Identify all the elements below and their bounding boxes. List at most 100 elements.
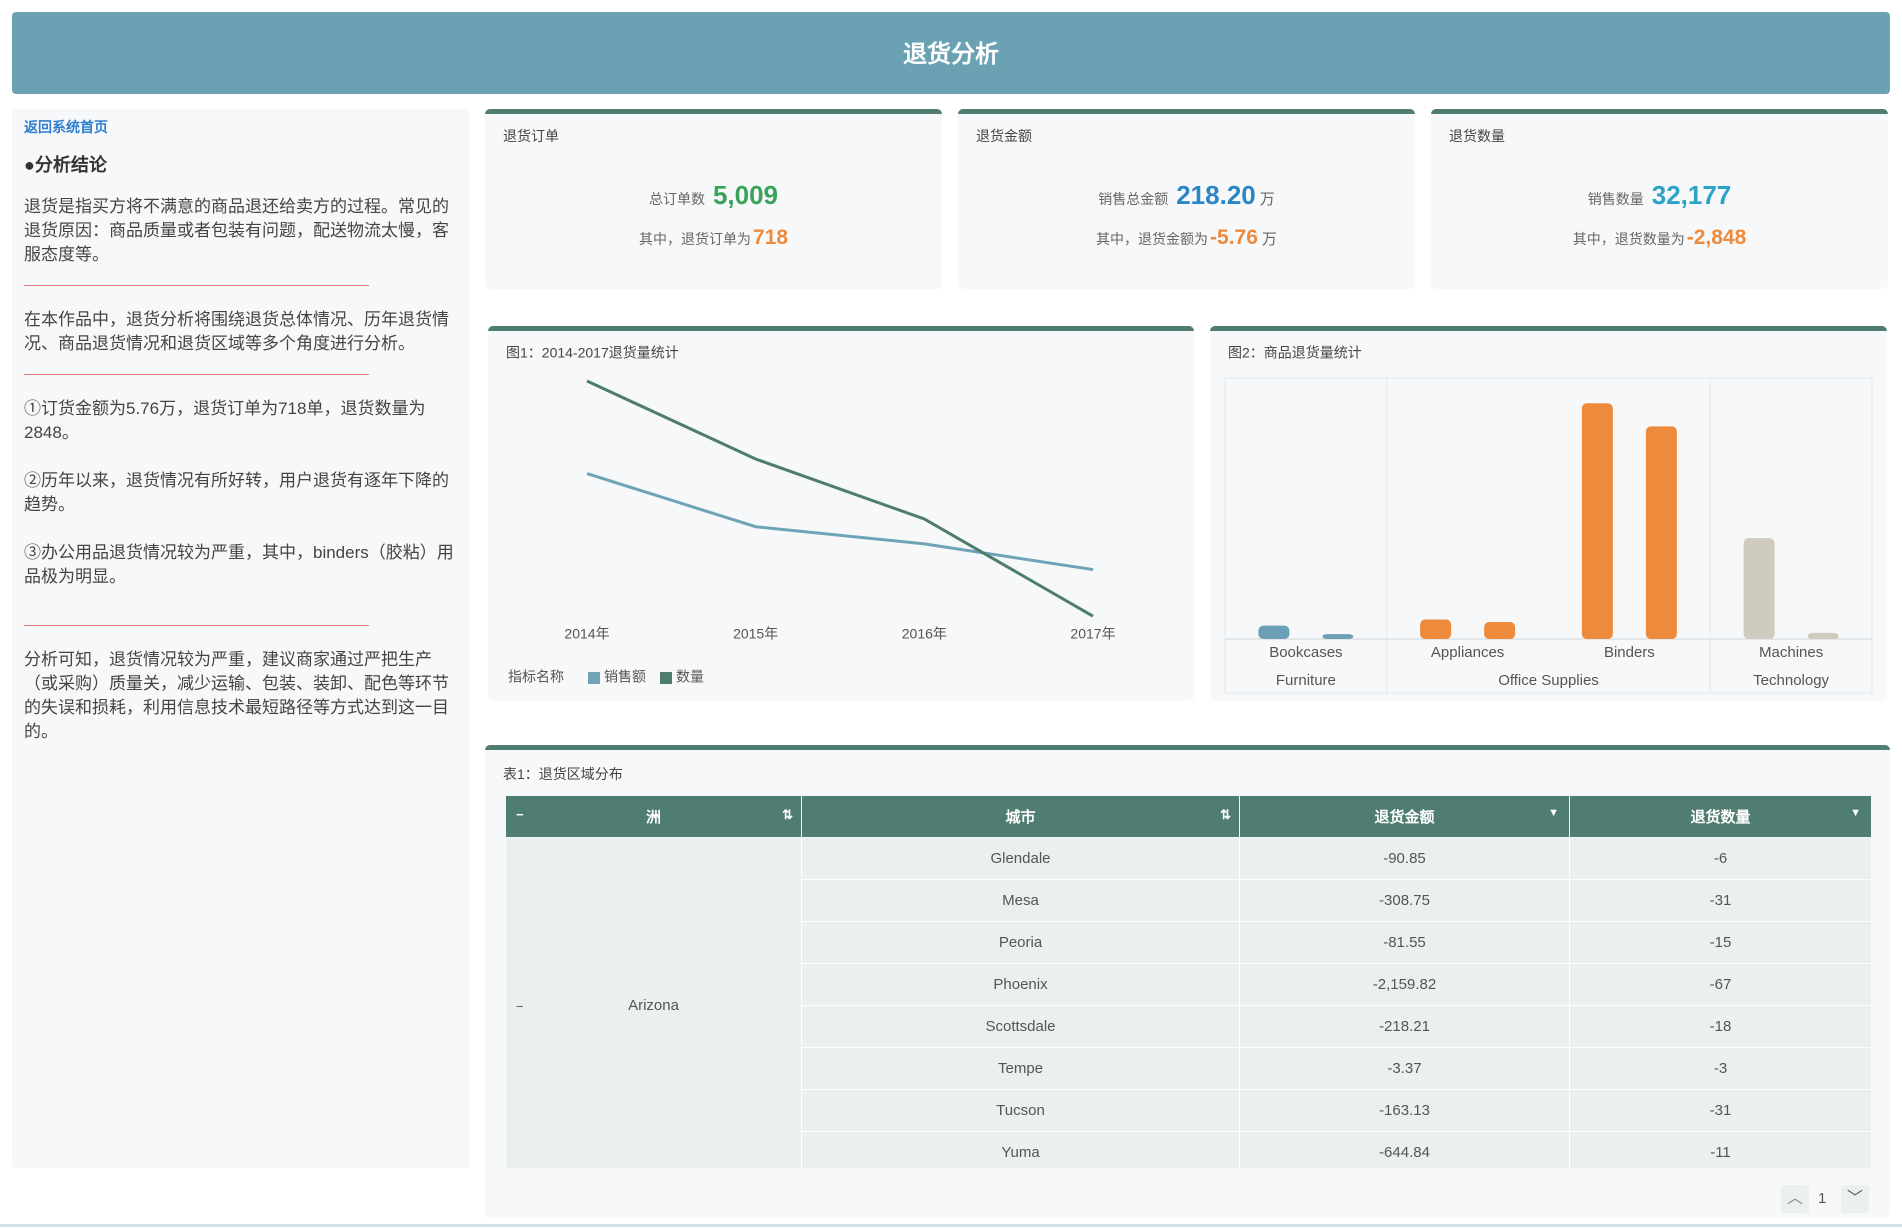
x-tick-label: 2017年 (1070, 626, 1115, 642)
sidebar: 返回系统首页 ●分析结论 退货是指买方将不满意的商品退还给卖方的过程。常见的退货… (12, 109, 470, 1168)
table-cell: -308.75 (1239, 879, 1570, 922)
plot-frame (1224, 377, 1873, 694)
table-row: Peoria -81.55 -15 (506, 921, 1871, 964)
table-cell: Glendale (801, 837, 1240, 880)
table-row: Mesa -308.75 -31 (506, 879, 1871, 922)
category-label: Appliances (1431, 644, 1504, 661)
column-header: 城市 ⇅ (801, 795, 1240, 838)
line-chart: 图1：2014-2017退货量统计 2014年 2015年 2016年 2017年指标名… (506, 345, 1116, 685)
column-header: 洲 − ⇅ (505, 795, 802, 838)
kpi-title: 退货金额 (976, 128, 1032, 144)
group-cell: − Arizona (505, 837, 802, 1168)
table-cell: -218.21 (1239, 1005, 1570, 1048)
page-number: 1 (1818, 1190, 1827, 1207)
kpi-value: 5,009 (712, 180, 779, 210)
kpi-title: 退货数量 (1449, 128, 1505, 144)
table-row: − Arizona Glendale -90.85 -6 (505, 837, 1871, 1168)
sort-icon[interactable]: ⇅ (1220, 807, 1231, 822)
table-row: Phoenix -2,159.82 -67 (506, 963, 1871, 1006)
table-cell: -18 (1569, 1005, 1871, 1048)
kpi-card: 退货数量 销售数量 32,177 其中，退货数量为-2,848 (1431, 109, 1888, 289)
kpi-card: 退货订单总订单数 5,009 其中，退货订单为718 (485, 109, 942, 289)
kpi-card: 退货金额销售总金额 218.20 万其中，退货金额为-5.76 万 (958, 109, 1415, 289)
legend-swatch (660, 672, 672, 684)
kpi-label: 销售总金额 (1098, 191, 1169, 207)
bar (1258, 625, 1290, 639)
separator (24, 625, 369, 626)
table-cell: Mesa (801, 879, 1240, 922)
table-cell: Phoenix (801, 963, 1240, 1006)
table-cell: Yuma (801, 1131, 1240, 1168)
collapse-icon[interactable]: − (516, 807, 524, 822)
table-row: Tempe -3.37 -3 (506, 1047, 1871, 1090)
legend-title: 指标名称 (508, 669, 564, 685)
group-name: Arizona (628, 997, 679, 1014)
table-cell: -67 (1569, 963, 1871, 1006)
table-cell: -6 (1569, 837, 1871, 880)
kpi-value: 218.20 (1176, 180, 1256, 210)
table: 洲 − ⇅ 城市 ⇅ 退货金额 ▼ 退货数量 ▼ − Arizona Glendale -90.85-… (505, 795, 1871, 1168)
x-tick-label: 2016年 (902, 626, 947, 642)
kpi-unit: 万 (1259, 191, 1275, 208)
table-cell: Tucson (801, 1089, 1240, 1132)
paragraph: 在本作品中，退货分析将围绕退货总体情况、历年退货情况、商品退货情况和退货区域等多… (24, 310, 449, 353)
bottom-bar (0, 1224, 1902, 1227)
filter-icon[interactable]: ▼ (1548, 807, 1559, 819)
kpi-sub-label: 其中，退货金额为 (1096, 231, 1209, 247)
table-cell: Tempe (801, 1047, 1240, 1090)
sort-icon[interactable]: ⇅ (782, 807, 793, 822)
next-page[interactable]: ﹀ (1841, 1185, 1869, 1213)
home-link[interactable]: 返回系统首页 (24, 119, 108, 135)
bar-chart-card: 图2：商品退货量统计 Bookcases Furniture Appliances Bi… (1210, 326, 1887, 701)
x-tick-label: 2015年 (733, 626, 778, 642)
table-title: 表1：退货区域分布 (503, 766, 623, 782)
sidebar-heading: ●分析结论 (24, 155, 107, 175)
filter-icon[interactable]: ▼ (1850, 807, 1861, 819)
table-header: 洲 − ⇅ 城市 ⇅ 退货金额 ▼ 退货数量 ▼ (505, 795, 1871, 838)
group-label: Office Supplies (1498, 672, 1599, 689)
paragraph: ③办公用品退货情况较为严重，其中，binders（胶粘）用品极为明显。 (24, 543, 454, 586)
kpi-main: 销售数量 32,177 (1431, 180, 1888, 211)
column-header: 退货金额 ▼ (1239, 795, 1570, 838)
bar (1322, 634, 1354, 639)
table-cell: -11 (1569, 1131, 1871, 1168)
kpi-sub-label: 其中，退货订单为 (638, 231, 751, 247)
category-label: Binders (1604, 644, 1655, 661)
kpi-sub-value: -5.76 (1210, 226, 1258, 249)
paragraph: 退货是指买方将不满意的商品退还给卖方的过程。常见的退货原因：商品质量或者包装有问… (24, 197, 449, 264)
table-cell: Peoria (801, 921, 1240, 964)
kpi-label: 总订单数 (648, 191, 705, 207)
kpi-sub: 其中，退货订单为718 (485, 226, 942, 250)
collapse-icon[interactable]: − (516, 998, 524, 1014)
kpi-sub-value: 718 (752, 226, 789, 249)
kpi-main: 销售总金额 218.20 万 (958, 180, 1415, 211)
kpi-sub-value: -2,848 (1686, 226, 1747, 249)
table-cell: -644.84 (1239, 1131, 1570, 1168)
line-chart-card: 图1：2014-2017退货量统计 2014年 2015年 2016年 2017年 指标名… (488, 326, 1194, 701)
table-cell: -31 (1569, 1089, 1871, 1132)
bar-chart: 图2：商品退货量统计 Bookcases Furniture Appliances Bi… (1224, 345, 1873, 694)
category-label: Machines (1759, 644, 1823, 661)
table-cell: -90.85 (1239, 837, 1570, 880)
kpi-label: 销售数量 (1587, 191, 1644, 207)
x-tick-label: 2014年 (564, 626, 609, 642)
prev-page[interactable]: ︿ (1781, 1185, 1809, 1213)
paragraph: ①订货金额为5.76万，退货订单为718单，退货数量为2848。 (24, 399, 426, 442)
table-cell: Scottsdale (801, 1005, 1240, 1048)
separator (24, 374, 369, 375)
table-cell: -81.55 (1239, 921, 1570, 964)
table-cell: -15 (1569, 921, 1871, 964)
group-label: Technology (1753, 672, 1829, 689)
page-title: 退货分析 (903, 41, 999, 68)
paragraph: ②历年以来，退货情况有所好转，用户退货有逐年下降的趋势。 (24, 471, 449, 514)
table-cell: -3 (1569, 1047, 1871, 1090)
kpi-title: 退货订单 (503, 128, 559, 144)
column-header: 退货数量 ▼ (1569, 795, 1871, 838)
header: 退货分析 (12, 12, 1890, 94)
line-series (586, 472, 1094, 572)
table-cell: -2,159.82 (1239, 963, 1570, 1006)
kpi-value: 32,177 (1651, 180, 1732, 210)
table-body: − Arizona Glendale -90.85 -6 Mesa -308.75 -31 Pe… (505, 837, 1871, 1168)
bar (1807, 632, 1839, 639)
